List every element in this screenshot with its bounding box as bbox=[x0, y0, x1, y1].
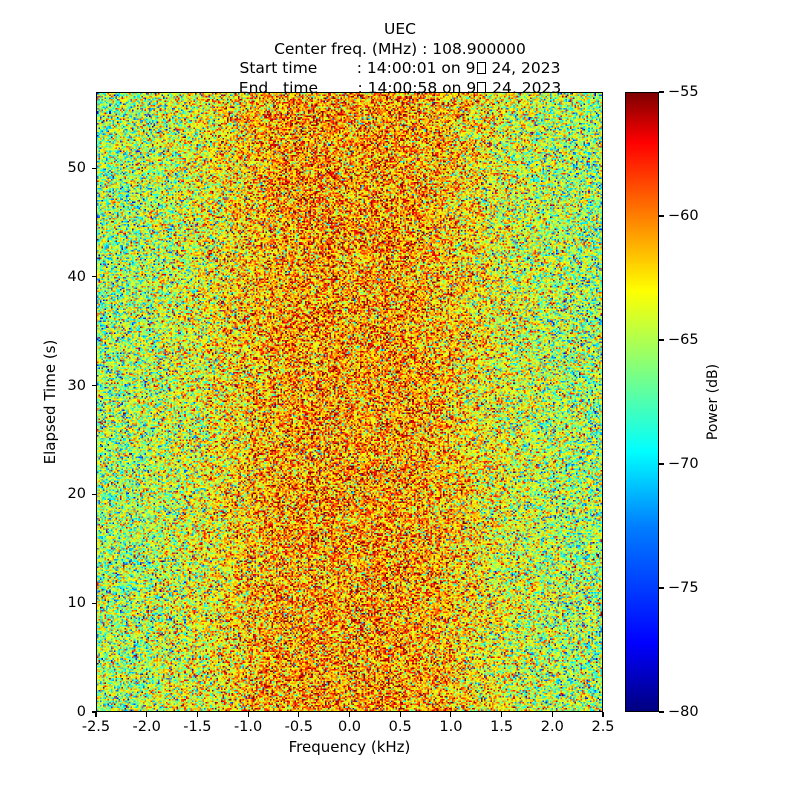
y-tick-mark bbox=[91, 276, 96, 278]
y-tick-label: 20 bbox=[67, 486, 86, 503]
colorbar-title: Power (dB) bbox=[705, 363, 721, 441]
colorbar-tick-label: −75 bbox=[668, 580, 699, 596]
colorbar-tick-mark bbox=[659, 91, 664, 93]
colorbar-tick-mark bbox=[659, 711, 664, 713]
x-tick-label: 0.5 bbox=[388, 719, 412, 735]
y-tick-mark bbox=[91, 711, 96, 713]
x-tick-mark bbox=[247, 712, 249, 717]
x-tick-mark bbox=[298, 712, 300, 717]
y-tick-label: 50 bbox=[67, 160, 86, 177]
colorbar-tick-mark bbox=[659, 215, 664, 217]
colorbar-tick-mark bbox=[659, 463, 664, 465]
spectrogram-plot-area bbox=[96, 92, 603, 712]
y-tick-mark bbox=[91, 385, 96, 387]
spectrogram-image bbox=[97, 93, 602, 711]
colorbar-tick-label: −55 bbox=[668, 84, 699, 100]
colorbar-gradient bbox=[626, 93, 658, 711]
x-tick-label: -2.5 bbox=[81, 719, 111, 735]
x-tick-mark bbox=[348, 712, 351, 717]
x-tick-label: 2.5 bbox=[591, 719, 615, 735]
x-tick-mark bbox=[602, 712, 604, 717]
x-tick-label: 2.0 bbox=[540, 719, 564, 735]
x-tick-label: -0.5 bbox=[284, 719, 313, 735]
x-tick-label: -1.0 bbox=[233, 719, 263, 735]
y-tick-label: 10 bbox=[67, 595, 86, 612]
title-line-start-time: Start time : 14:00:01 on 9 24, 2023 bbox=[0, 59, 800, 79]
y-tick-mark bbox=[91, 493, 96, 496]
x-axis-title: Frequency (kHz) bbox=[288, 738, 411, 756]
x-tick-label: -1.5 bbox=[183, 719, 212, 735]
x-tick-label: 0.0 bbox=[337, 719, 362, 735]
start-time-text: Start time : 14:00:01 on 9 bbox=[239, 59, 476, 77]
colorbar-tick-mark bbox=[659, 587, 664, 589]
x-tick-label: 1.0 bbox=[439, 719, 463, 735]
y-axis-title: Elapsed Time (s) bbox=[41, 339, 59, 465]
y-tick-label: 0 bbox=[76, 704, 86, 720]
start-time-date-tail: 24, 2023 bbox=[486, 59, 561, 77]
y-tick-mark bbox=[91, 602, 96, 604]
colorbar-tick-label: −80 bbox=[668, 704, 699, 720]
x-tick-mark bbox=[450, 712, 452, 717]
colorbar-tick-label: −65 bbox=[668, 332, 699, 348]
title-line-center-freq: Center freq. (MHz) : 108.900000 bbox=[274, 39, 526, 58]
colorbar-tick-label: −70 bbox=[668, 456, 699, 472]
x-tick-mark bbox=[196, 712, 198, 717]
missing-glyph-icon bbox=[476, 62, 486, 74]
y-tick-label: 30 bbox=[67, 377, 86, 394]
colorbar-tick-mark bbox=[659, 339, 664, 341]
colorbar-tick-label: −60 bbox=[668, 208, 699, 224]
x-tick-mark bbox=[399, 712, 401, 717]
colorbar bbox=[625, 92, 659, 712]
title-line-station: UEC bbox=[384, 20, 416, 38]
y-tick-mark bbox=[91, 167, 96, 169]
x-tick-label: 1.5 bbox=[490, 719, 514, 735]
x-tick-mark bbox=[146, 712, 148, 717]
x-tick-label: -2.0 bbox=[132, 719, 161, 735]
y-tick-label: 40 bbox=[67, 268, 86, 285]
x-tick-mark bbox=[551, 712, 553, 717]
x-tick-mark bbox=[95, 712, 97, 717]
figure-title: UEC Center freq. (MHz) : 108.900000 Star… bbox=[0, 20, 800, 98]
x-tick-mark bbox=[501, 712, 503, 717]
